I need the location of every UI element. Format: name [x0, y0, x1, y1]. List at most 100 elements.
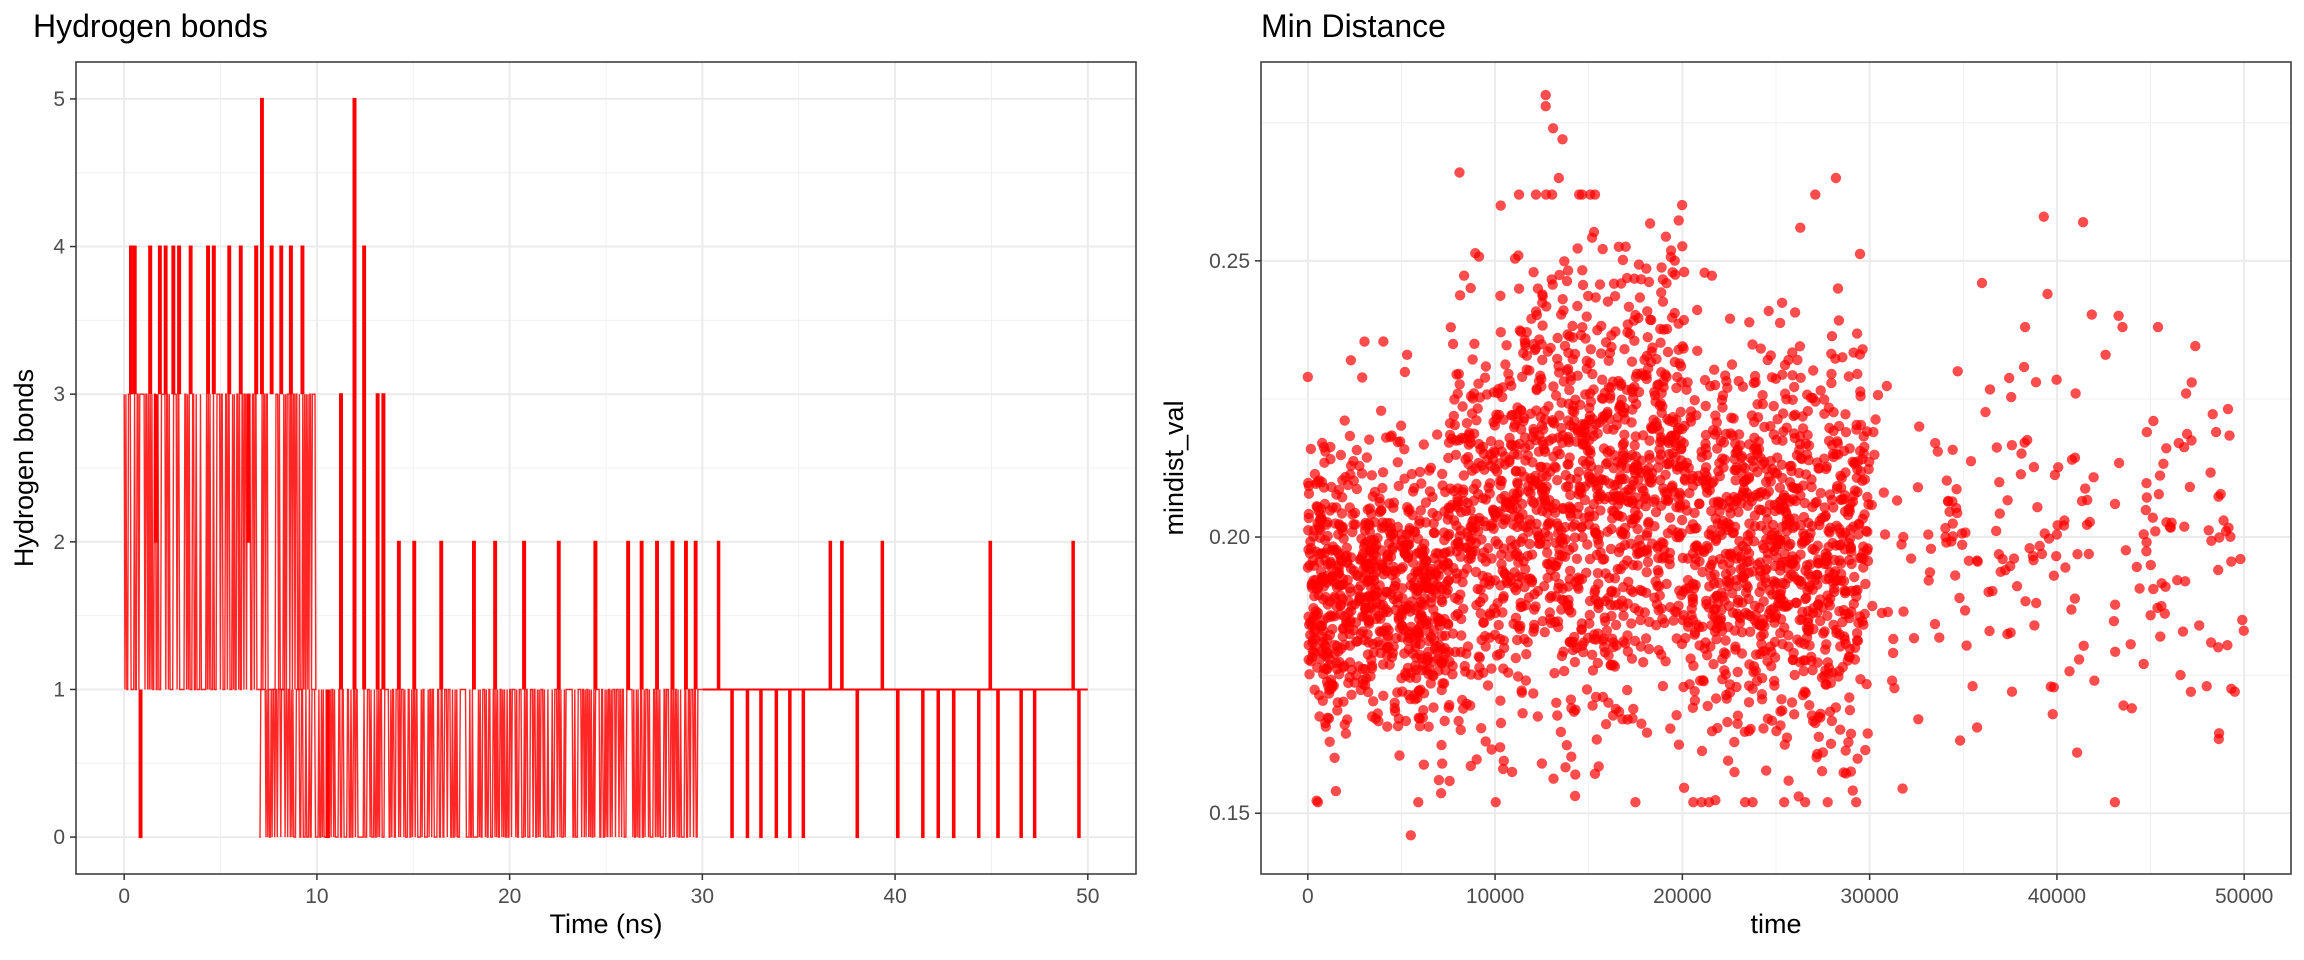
scatter-point [1843, 737, 1854, 748]
scatter-point [1547, 123, 1559, 134]
scatter-point [1431, 579, 1443, 591]
scatter-point [1769, 636, 1781, 648]
scatter-point [1648, 496, 1660, 508]
x-axis-title: Time (ns) [550, 909, 663, 939]
scatter-point [1354, 594, 1366, 605]
scatter-point [1639, 607, 1651, 618]
scatter-point [2073, 654, 2085, 665]
scatter-point [1655, 337, 1666, 348]
x-tick-label: 40000 [2028, 885, 2086, 908]
scatter-point [1668, 615, 1679, 626]
scatter-point [1425, 597, 1437, 608]
scatter-point [1888, 633, 1899, 645]
scatter-point [1368, 534, 1380, 546]
scatter-point [1516, 687, 1528, 698]
scatter-point [1569, 656, 1581, 668]
scatter-point [1857, 616, 1868, 627]
scatter-point [1587, 665, 1599, 676]
scatter-point [1443, 565, 1454, 577]
scatter-point [1858, 547, 1869, 558]
scatter-point [1453, 536, 1464, 548]
scatter-point [1698, 676, 1709, 687]
scatter-point [1819, 394, 1830, 405]
scatter-point [1345, 460, 1357, 471]
scatter-point [1831, 520, 1842, 531]
scatter-point [1898, 606, 1909, 617]
scatter-point [1839, 634, 1850, 645]
scatter-point [1671, 710, 1682, 721]
scatter-point [1537, 354, 1548, 366]
scatter-point [1603, 382, 1614, 393]
scatter-point [1531, 504, 1542, 515]
scatter-point [1582, 632, 1594, 644]
scatter-point [2138, 529, 2149, 540]
scatter-point [1706, 270, 1718, 281]
scatter-point [1779, 548, 1790, 559]
scatter-point [1862, 555, 1874, 567]
scatter-point [1587, 424, 1598, 435]
scatter-point [1924, 567, 1936, 578]
scatter-point [1671, 502, 1682, 513]
scatter-point [1596, 474, 1607, 485]
scatter-point [1344, 640, 1356, 651]
scatter-point [2238, 625, 2249, 636]
scatter-point [1445, 322, 1456, 333]
scatter-point [2120, 545, 2132, 556]
scatter-point [1418, 705, 1429, 716]
scatter-point [1670, 451, 1681, 463]
scatter-point [1494, 648, 1506, 660]
scatter-point [1538, 424, 1549, 435]
scatter-point [1385, 518, 1396, 529]
scatter-point [1526, 577, 1537, 588]
scatter-point [1529, 619, 1540, 630]
scatter-point [1627, 559, 1639, 571]
scatter-point [1454, 167, 1465, 178]
scatter-point [1562, 265, 1574, 276]
scatter-point [1482, 680, 1494, 691]
scatter-point [1467, 354, 1478, 365]
scatter-point [1664, 415, 1675, 426]
scatter-point [1776, 694, 1787, 705]
scatter-point [1677, 341, 1688, 352]
scatter-point [1590, 292, 1601, 303]
scatter-point [1465, 282, 1476, 294]
scatter-point [1403, 549, 1414, 560]
scatter-point [1335, 599, 1347, 610]
scatter-point [1757, 390, 1768, 401]
scatter-point [1402, 502, 1413, 513]
scatter-point [1644, 218, 1656, 229]
scatter-point [1542, 520, 1553, 531]
scatter-point [2118, 700, 2129, 711]
scatter-point [1633, 312, 1644, 324]
line-spike [188, 245, 193, 395]
scatter-point [1396, 535, 1408, 546]
scatter-point [2110, 646, 2121, 657]
scatter-point [1840, 467, 1851, 478]
scatter-point [1484, 632, 1495, 643]
scatter-point [2222, 403, 2234, 415]
scatter-point [1661, 578, 1672, 590]
scatter-point [1590, 691, 1602, 703]
chart-title: Min Distance [1261, 8, 1446, 44]
scatter-point [1332, 697, 1343, 708]
scatter-point [1793, 467, 1805, 479]
scatter-point [1822, 657, 1833, 668]
scatter-point [2134, 583, 2145, 594]
scatter-point [1740, 475, 1752, 486]
scatter-point [1947, 444, 1958, 455]
scatter-point [1308, 603, 1319, 614]
scatter-point [1365, 671, 1376, 682]
y-axis-title: mindist_val [1159, 400, 1189, 535]
scatter-point [1603, 650, 1614, 661]
scatter-point [1736, 490, 1748, 501]
scatter-point [2028, 461, 2040, 473]
line-spike [254, 245, 259, 395]
scatter-point [1972, 556, 1983, 567]
scatter-point [1730, 438, 1741, 449]
scatter-point [2207, 409, 2218, 420]
scatter-point [1571, 553, 1583, 564]
scatter-point [1510, 652, 1521, 664]
scatter-point [1857, 475, 1868, 486]
scatter-point [1490, 797, 1501, 808]
scatter-point [1563, 459, 1574, 470]
